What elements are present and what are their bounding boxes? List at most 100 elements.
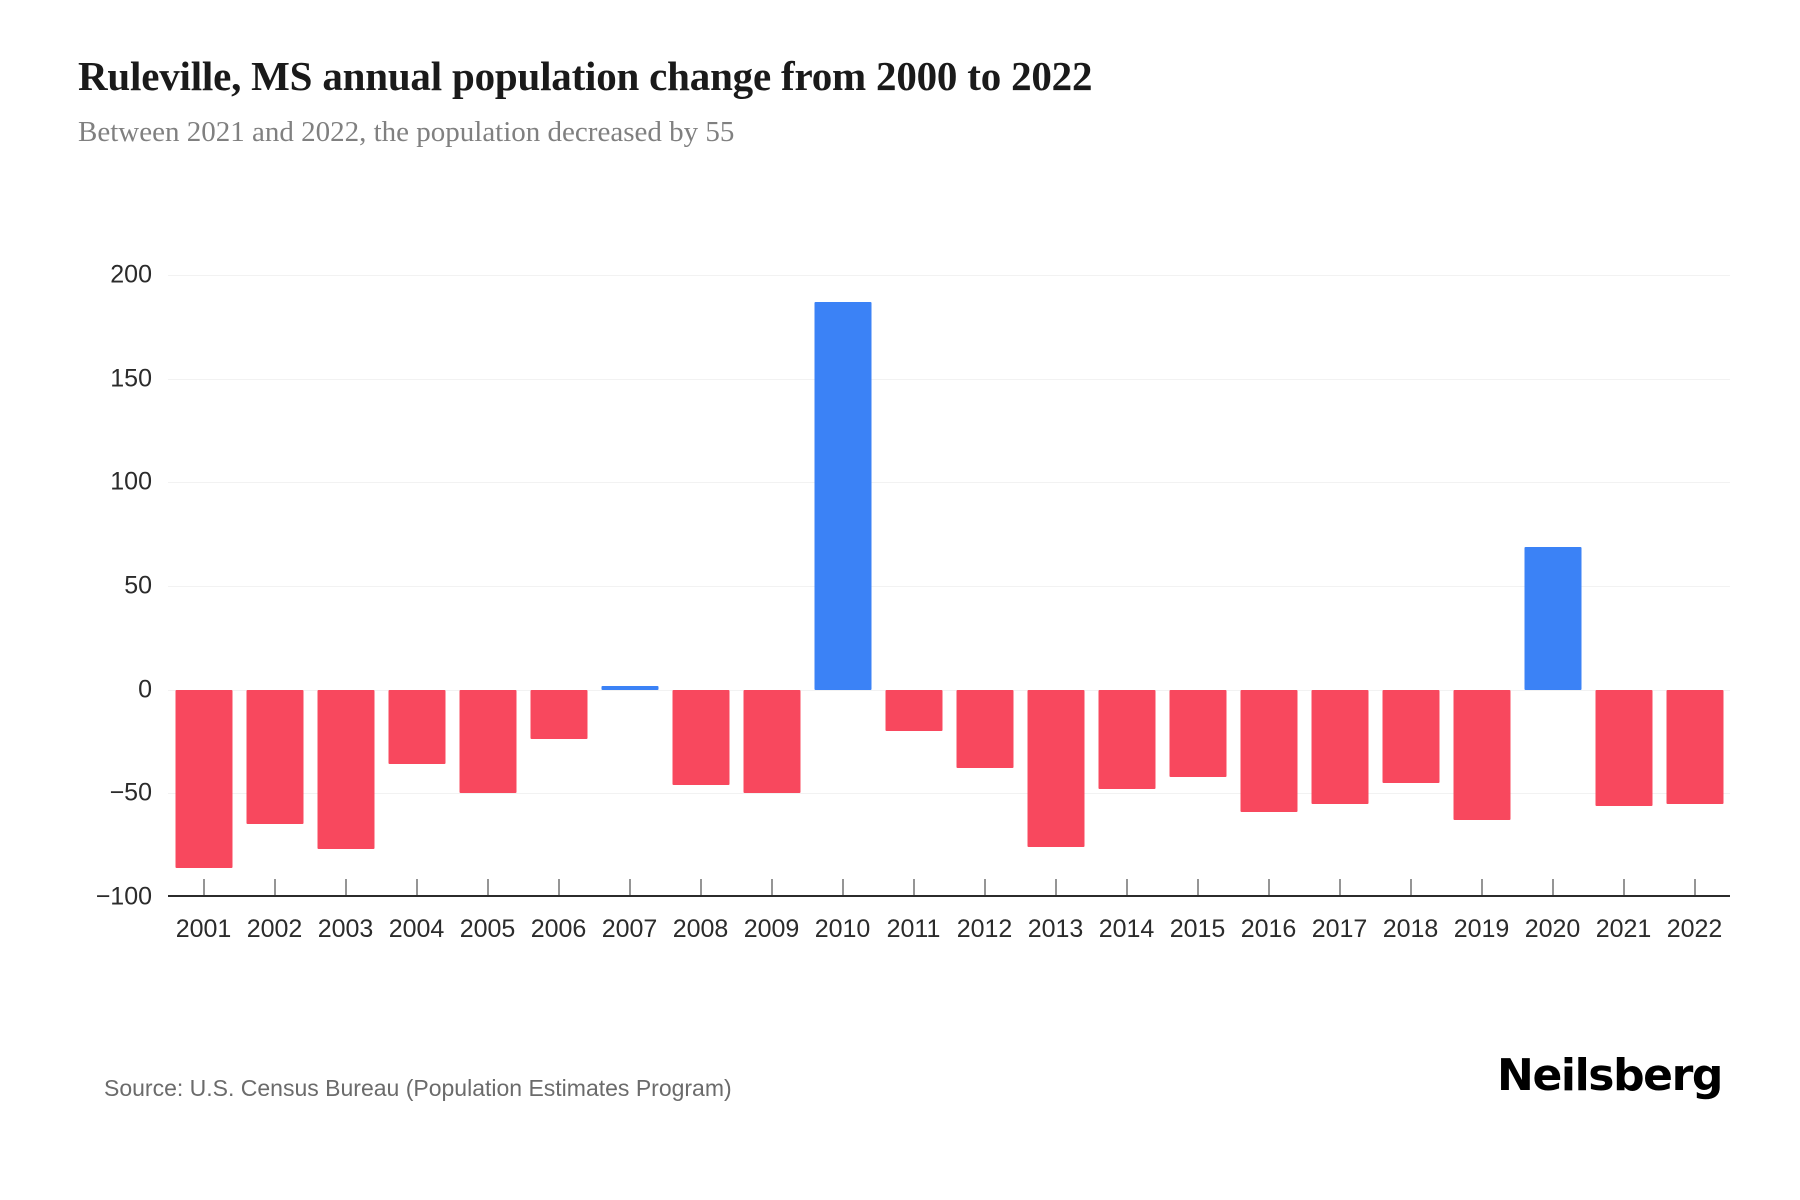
plot-area (168, 275, 1730, 897)
bar[interactable] (1453, 689, 1510, 821)
x-axis-tick-mark (274, 879, 275, 897)
bar-slot[interactable] (381, 275, 452, 897)
x-axis-tick-label: 2012 (956, 915, 1013, 943)
x-axis-tick (381, 879, 452, 897)
bar[interactable] (885, 689, 942, 732)
chart-subtitle: Between 2021 and 2022, the population de… (78, 116, 735, 149)
bar[interactable] (388, 689, 445, 765)
brand-logo: Neilsberg (1497, 1050, 1723, 1101)
x-axis-tick (1020, 879, 1091, 897)
x-axis-tick (1091, 879, 1162, 897)
y-axis-tick-label: 50 (124, 571, 152, 600)
bar[interactable] (1666, 689, 1723, 804)
x-axis-tick-mark (1552, 879, 1553, 897)
source-note: Source: U.S. Census Bureau (Population E… (104, 1075, 732, 1101)
x-axis-tick-label: 2019 (1453, 915, 1510, 943)
page-title: Ruleville, MS annual population change f… (78, 53, 1093, 99)
bar[interactable] (672, 689, 729, 786)
x-axis-tick-label: 2009 (743, 915, 800, 943)
bar[interactable] (1169, 689, 1226, 777)
x-axis-tick-mark (1339, 879, 1340, 897)
bar[interactable] (530, 689, 587, 740)
bar-slot[interactable] (1162, 275, 1233, 897)
x-axis-tick-mark (771, 879, 772, 897)
bar[interactable] (1098, 689, 1155, 790)
bar[interactable] (459, 689, 516, 794)
bar-slot[interactable] (452, 275, 523, 897)
gridline (168, 586, 1730, 587)
bar[interactable] (1595, 689, 1652, 806)
x-axis-tick (168, 879, 239, 897)
x-axis-line (168, 895, 1730, 897)
bar[interactable] (956, 689, 1013, 769)
x-axis-tick-mark (558, 879, 559, 897)
bar[interactable] (1027, 689, 1084, 848)
bar[interactable] (601, 685, 658, 690)
x-axis-tick (1233, 879, 1304, 897)
x-axis-tick-label: 2013 (1027, 915, 1084, 943)
bar-slot[interactable] (736, 275, 807, 897)
x-axis-tick-mark (913, 879, 914, 897)
x-axis-tick (949, 879, 1020, 897)
x-axis-tick (239, 879, 310, 897)
bar[interactable] (246, 689, 303, 825)
bar[interactable] (814, 301, 871, 690)
y-axis-tick-label: 0 (138, 675, 152, 704)
bar-slot[interactable] (1233, 275, 1304, 897)
chart-header: Ruleville, MS annual population change f… (78, 52, 1718, 150)
x-axis-tick (665, 879, 736, 897)
bar-slot[interactable] (878, 275, 949, 897)
bar[interactable] (1524, 546, 1581, 690)
x-axis-tick (1162, 879, 1233, 897)
x-axis-tick-label: 2008 (672, 915, 729, 943)
x-axis-tick-mark (203, 879, 204, 897)
x-axis-labels: 2001 2002 2003 2004 2005 2006 2007 2008 2009 2010… (168, 915, 1730, 944)
bar-slot[interactable] (523, 275, 594, 897)
x-axis-tick-mark (984, 879, 985, 897)
bar-slot[interactable] (1020, 275, 1091, 897)
y-axis-tick-label: 100 (110, 467, 152, 496)
x-axis-tick (523, 879, 594, 897)
bar-slot[interactable] (665, 275, 736, 897)
bar-slot[interactable] (1517, 275, 1588, 897)
x-axis-tick (878, 879, 949, 897)
bar-slot[interactable] (594, 275, 665, 897)
bar[interactable] (317, 689, 374, 850)
x-axis-tick-mark (1481, 879, 1482, 897)
x-axis-tick-mark (1268, 879, 1269, 897)
x-axis-tick-mark (629, 879, 630, 897)
x-axis-tick-label: 2001 (175, 915, 232, 943)
x-axis-tick-mark (1055, 879, 1056, 897)
x-axis-tick-mark (1410, 879, 1411, 897)
bar[interactable] (743, 689, 800, 794)
x-axis-tick-label: 2022 (1666, 915, 1723, 943)
x-axis-tick-label: 2002 (246, 915, 303, 943)
x-axis-tick-mark (700, 879, 701, 897)
bar-slot[interactable] (310, 275, 381, 897)
x-axis-tick-label: 2004 (388, 915, 445, 943)
bar-slot[interactable] (807, 275, 878, 897)
x-axis-tick (736, 879, 807, 897)
bar-slot[interactable] (1446, 275, 1517, 897)
bar-slot[interactable] (1659, 275, 1730, 897)
bar[interactable] (1382, 689, 1439, 783)
bar-slot[interactable] (1304, 275, 1375, 897)
x-axis-tick-label: 2005 (459, 915, 516, 943)
x-axis-tick-label: 2010 (814, 915, 871, 943)
x-axis-tick-mark (1623, 879, 1624, 897)
x-axis-tick (310, 879, 381, 897)
bar-slot[interactable] (168, 275, 239, 897)
bar-slot[interactable] (1375, 275, 1446, 897)
x-axis-tick (1375, 879, 1446, 897)
bar[interactable] (1240, 689, 1297, 812)
bar-slot[interactable] (949, 275, 1020, 897)
bar-series (168, 275, 1730, 897)
gridline (168, 275, 1730, 276)
x-axis-tick-mark (416, 879, 417, 897)
bar[interactable] (175, 689, 232, 868)
bar-slot[interactable] (1588, 275, 1659, 897)
bar-slot[interactable] (1091, 275, 1162, 897)
bar-slot[interactable] (239, 275, 310, 897)
bar[interactable] (1311, 689, 1368, 804)
